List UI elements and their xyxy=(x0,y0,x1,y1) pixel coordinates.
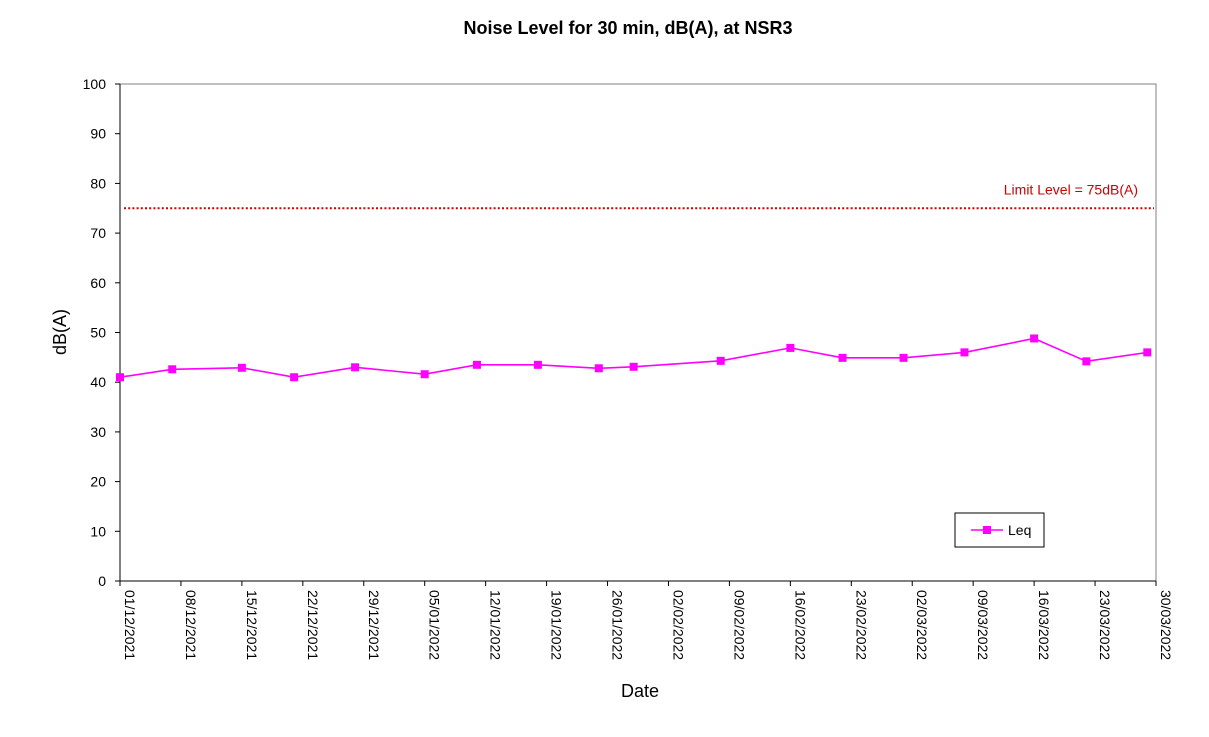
y-tick-label: 20 xyxy=(90,474,106,490)
x-tick-label: 09/02/2022 xyxy=(731,590,747,660)
x-tick-label: 26/01/2022 xyxy=(610,590,626,660)
y-axis: 0 10 20 30 40 50 60 70 80 90 100 xyxy=(83,76,121,589)
x-tick-label: 23/03/2022 xyxy=(1097,590,1113,660)
x-tick-label: 19/01/2022 xyxy=(549,590,565,660)
data-point-leq xyxy=(237,363,246,372)
data-point-leq xyxy=(786,343,795,352)
data-point-leq xyxy=(594,364,603,373)
x-tick-label: 30/03/2022 xyxy=(1158,590,1174,660)
y-tick-label: 40 xyxy=(90,374,106,390)
x-tick-label: 02/02/2022 xyxy=(670,590,686,660)
x-tick-label: 09/03/2022 xyxy=(975,590,991,660)
x-tick-label: 12/01/2022 xyxy=(488,590,504,660)
y-tick-label: 90 xyxy=(90,126,106,142)
data-point-leq xyxy=(351,363,360,372)
x-tick-label: 16/02/2022 xyxy=(792,590,808,660)
limit-level-label: Limit Level = 75dB(A) xyxy=(1004,181,1138,197)
data-point-leq xyxy=(716,356,725,365)
data-point-leq xyxy=(629,362,638,371)
data-point-leq xyxy=(960,348,969,357)
x-tick-label: 01/12/2021 xyxy=(122,590,138,660)
y-tick-label: 100 xyxy=(83,76,107,92)
x-tick-label: 05/01/2022 xyxy=(427,590,443,660)
x-tick-label: 08/12/2021 xyxy=(183,590,199,660)
data-point-leq xyxy=(1143,348,1152,357)
x-tick-label: 23/02/2022 xyxy=(853,590,869,660)
x-tick-label: 16/03/2022 xyxy=(1036,590,1052,660)
x-tick-label: 15/12/2021 xyxy=(244,590,260,660)
y-tick-label: 0 xyxy=(98,573,106,589)
data-point-leq xyxy=(838,353,847,362)
data-point-leq xyxy=(116,373,124,382)
y-tick-label: 50 xyxy=(90,325,106,341)
plot-area xyxy=(119,83,1157,582)
legend-marker-leq xyxy=(983,526,991,534)
x-tick-label: 02/03/2022 xyxy=(914,590,930,660)
data-point-leq xyxy=(899,353,908,362)
data-point-leq xyxy=(472,360,481,369)
data-point-leq xyxy=(1082,357,1091,366)
x-tick-label: 22/12/2021 xyxy=(305,590,321,660)
legend: Leq xyxy=(954,512,1045,548)
y-axis-label: dB(A) xyxy=(50,309,70,355)
reference-lines: Limit Level = 75dB(A) xyxy=(124,181,1154,210)
data-point-leq xyxy=(1030,334,1039,343)
legend-label-leq: Leq xyxy=(1008,522,1031,538)
x-tick-label: 29/12/2021 xyxy=(366,590,382,660)
series-line-leq xyxy=(119,337,1148,379)
series-layer xyxy=(116,334,1152,382)
y-tick-label: 10 xyxy=(90,523,106,539)
y-tick-label: 70 xyxy=(90,225,106,241)
data-point-leq xyxy=(420,370,429,379)
y-tick-label: 30 xyxy=(90,424,106,440)
data-point-leq xyxy=(533,360,542,369)
data-point-leq xyxy=(290,373,299,382)
x-axis-label: Date xyxy=(621,681,659,701)
x-axis: 01/12/2021 08/12/2021 15/12/2021 22/12/2021… xyxy=(119,580,1174,660)
chart-title: Noise Level for 30 min, dB(A), at NSR3 xyxy=(463,18,792,38)
y-tick-label: 60 xyxy=(90,275,106,291)
y-tick-label: 80 xyxy=(90,175,106,191)
data-point-leq xyxy=(168,365,177,374)
